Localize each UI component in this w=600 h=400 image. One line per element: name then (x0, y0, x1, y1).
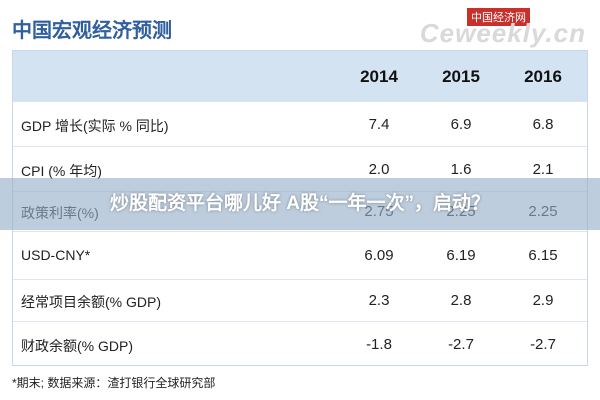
cell: -1.8 (366, 336, 392, 353)
cell: -2.7 (448, 336, 474, 353)
row-label: 经常项目余额(% GDP) (21, 294, 161, 310)
banner: 炒股配资平台哪儿好 A股“一年一次”，启动？ (0, 178, 600, 230)
cell: 6.15 (528, 247, 558, 264)
column-header: 2015 (442, 67, 480, 86)
table: 2014 2015 2016 GDP 增长(实际 % 同比) 7.4 6.9 6.8 CPI… (12, 50, 588, 366)
table-header: 2014 2015 2016 (13, 51, 587, 101)
cell: 2.9 (532, 292, 554, 309)
cell: 2.0 (368, 160, 390, 178)
cell: 1.6 (450, 160, 472, 178)
table-row: 经常项目余额(% GDP) 2.3 2.8 2.9 (13, 279, 587, 322)
cell: 7.4 (368, 115, 390, 133)
cell: 2.3 (368, 292, 390, 309)
table-row: CPI (% 年均) 2.0 1.6 2.1 (13, 146, 587, 192)
logo: 中国经济网 (467, 8, 530, 26)
cell: 2.1 (532, 160, 554, 178)
watermark: Ceweekly.cn (419, 18, 586, 48)
row-label: 财政余额(% GDP) (21, 338, 133, 354)
table-row: USD-CNY* 6.09 6.19 6.15 (13, 231, 587, 280)
column-header: 2016 (524, 67, 562, 86)
footnote: *期末; 数据来源：渣打银行全球研究部 (12, 376, 216, 390)
row-label: GDP 增长(实际 % 同比) (21, 117, 169, 134)
cell: -2.7 (530, 336, 556, 353)
title: 中国宏观经济预测 (12, 20, 172, 42)
table-row: 财政余额(% GDP) -1.8 -2.7 -2.7 (13, 321, 587, 368)
row-label: CPI (% 年均) (21, 162, 102, 179)
cell: 6.9 (450, 115, 472, 133)
cell: 6.09 (364, 247, 394, 264)
table-row: GDP 增长(实际 % 同比) 7.4 6.9 6.8 (13, 101, 587, 147)
cell: 6.19 (446, 247, 476, 264)
row-label: USD-CNY* (21, 247, 91, 263)
cell: 2.8 (450, 292, 472, 309)
cell: 6.8 (532, 115, 554, 133)
column-header: 2014 (360, 67, 398, 86)
